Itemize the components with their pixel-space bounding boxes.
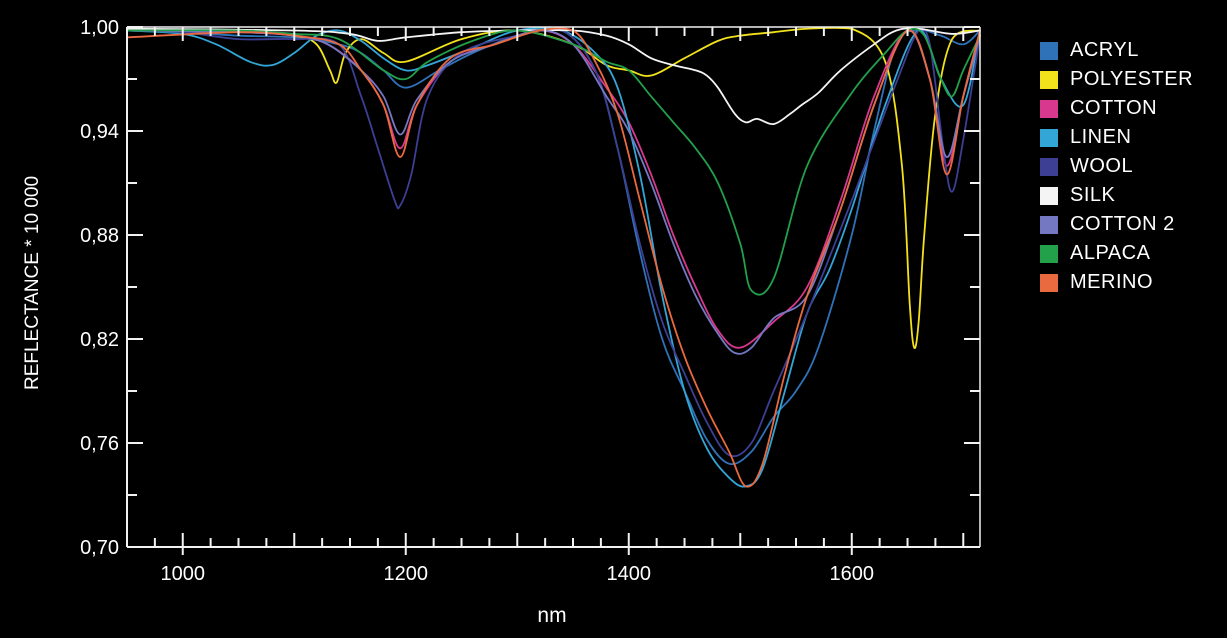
legend-item-silk: SILK <box>1040 181 1193 210</box>
x-tick-label: 1000 <box>161 563 206 585</box>
y-tick-label: 0,94 <box>80 121 119 143</box>
legend-label: SILK <box>1070 184 1116 206</box>
x-axis-title: nm <box>537 604 566 627</box>
x-tick-label: 1400 <box>607 563 652 585</box>
y-tick-label: 0,88 <box>80 225 119 247</box>
legend-item-merino: MERINO <box>1040 268 1193 297</box>
legend-swatch <box>1040 186 1058 205</box>
legend-item-polyester: POLYESTER <box>1040 65 1193 94</box>
legend-swatch <box>1040 244 1058 263</box>
legend-swatch <box>1040 215 1058 234</box>
axes: 0,70 0,76 0,82 0,88 0,94 1,00 1000 1200 1400 1600 <box>80 17 981 585</box>
legend-label: MERINO <box>1070 271 1153 293</box>
series-line-merino <box>126 27 981 488</box>
legend-swatch <box>1040 70 1058 89</box>
legend-label: COTTON 2 <box>1070 213 1175 235</box>
y-axis-title: REFLECTANCE * 10 000 <box>22 176 43 390</box>
y-tick-label: 0,82 <box>80 329 119 351</box>
legend-label: ACRYL <box>1070 39 1139 61</box>
y-tick-label: 0,70 <box>80 537 119 559</box>
y-tick-label: 1,00 <box>80 17 119 39</box>
legend-label: POLYESTER <box>1070 68 1194 90</box>
series-lines <box>126 26 981 488</box>
chart-legend: ACRYL POLYESTER COTTON LINEN WOOL SILK COTTON … <box>1040 36 1193 297</box>
series-line-linen <box>126 27 981 488</box>
legend-label: LINEN <box>1070 126 1132 148</box>
legend-label: WOOL <box>1070 155 1134 177</box>
x-tick-label: 1600 <box>830 563 875 585</box>
legend-item-wool: WOOL <box>1040 152 1193 181</box>
legend-item-acryl: ACRYL <box>1040 36 1193 65</box>
legend-item-cotton-2: COTTON 2 <box>1040 210 1193 239</box>
y-tick-label: 0,76 <box>80 433 119 455</box>
legend-swatch <box>1040 99 1058 118</box>
legend-label: COTTON <box>1070 97 1158 119</box>
series-line-polyester <box>126 26 981 350</box>
legend-item-alpaca: ALPACA <box>1040 239 1193 268</box>
legend-item-cotton: COTTON <box>1040 94 1193 123</box>
series-line-alpaca <box>126 27 981 296</box>
legend-swatch <box>1040 273 1058 292</box>
legend-swatch <box>1040 128 1058 147</box>
legend-item-linen: LINEN <box>1040 123 1193 152</box>
legend-label: ALPACA <box>1070 242 1151 264</box>
legend-swatch <box>1040 41 1058 60</box>
x-tick-label: 1200 <box>384 563 429 585</box>
legend-swatch <box>1040 157 1058 176</box>
